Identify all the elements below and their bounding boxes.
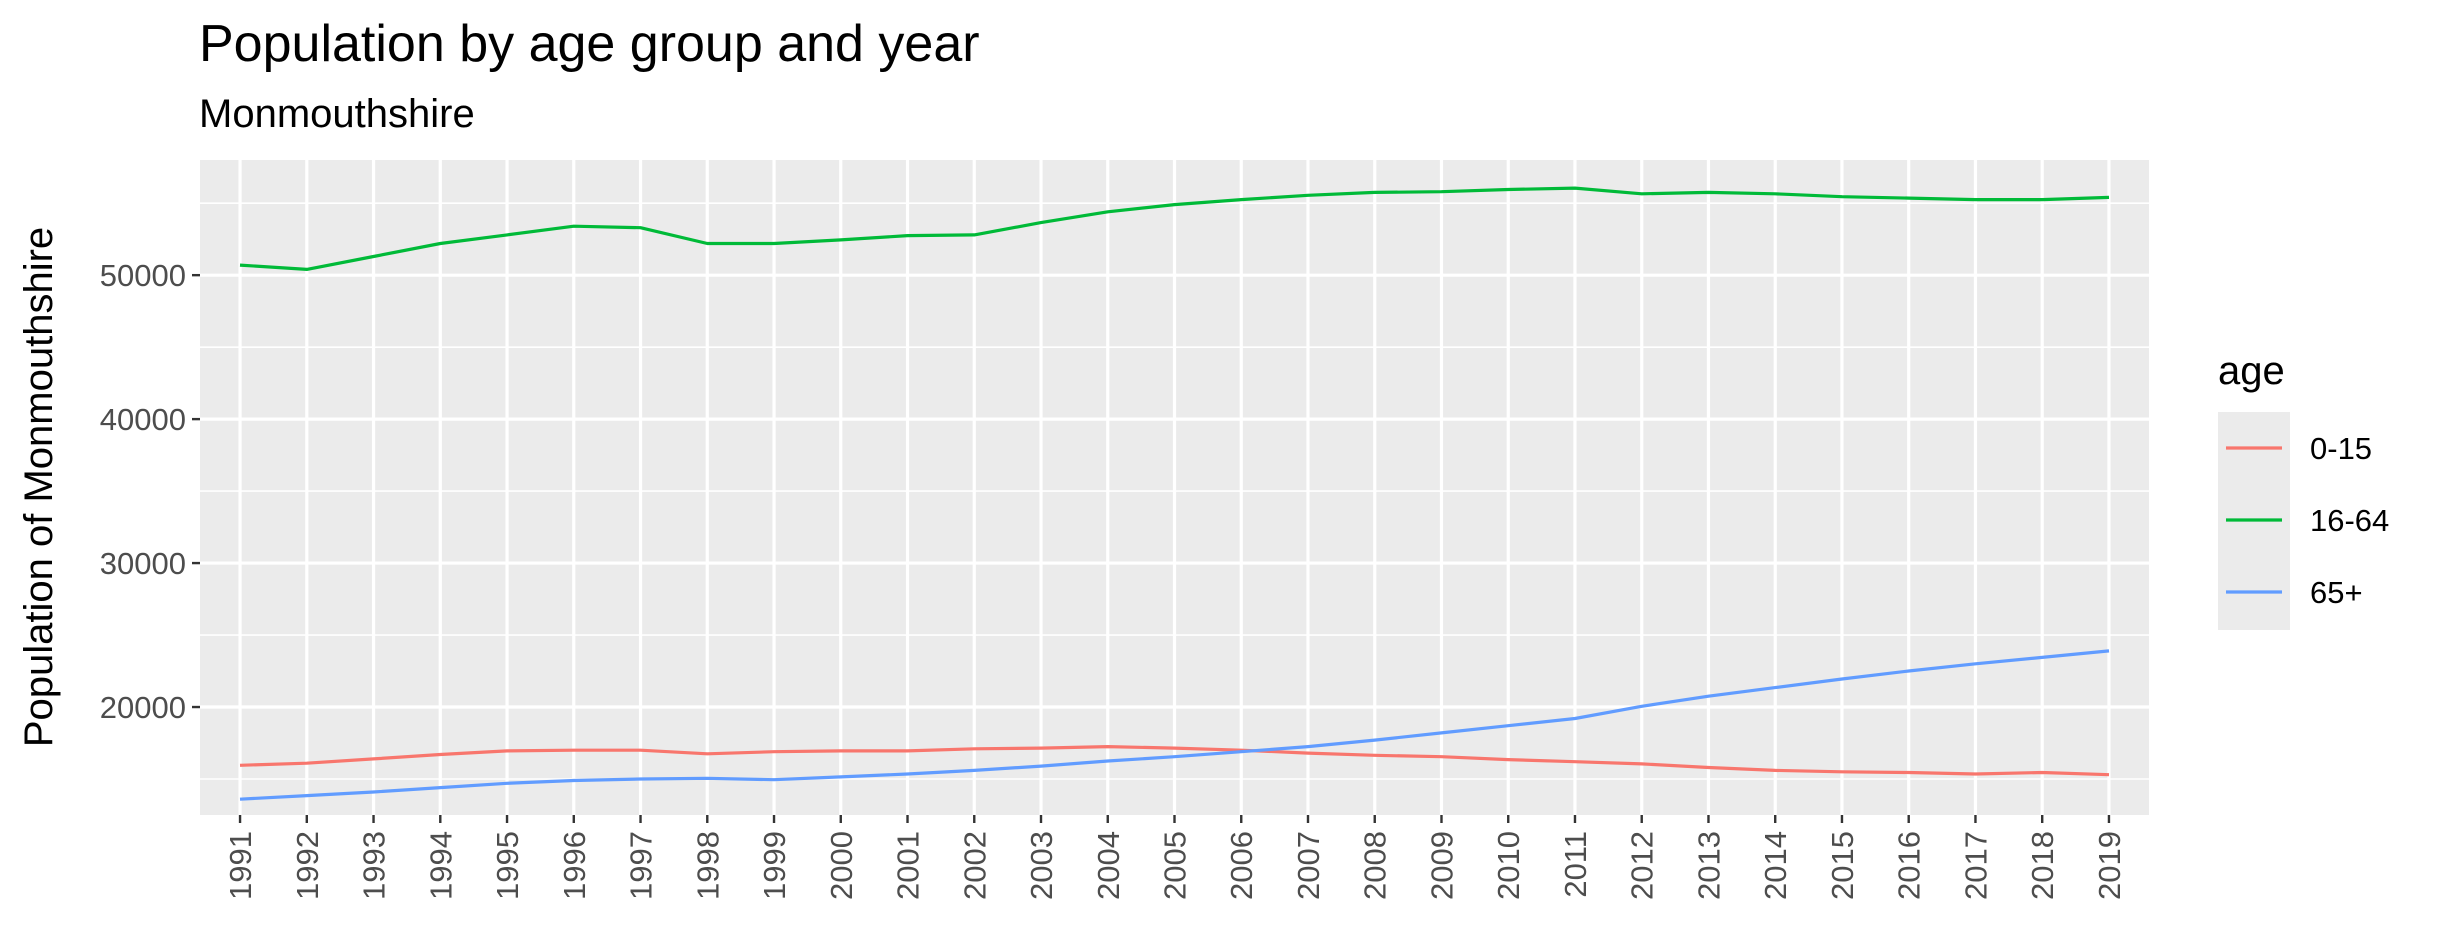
legend-label: 0-15 — [2310, 431, 2372, 466]
y-tick-label: 40000 — [100, 402, 186, 437]
x-tick-label: 2005 — [1158, 831, 1193, 900]
x-tick-label: 1995 — [490, 831, 525, 900]
x-tick-label: 1993 — [357, 831, 392, 900]
x-tick-label: 2004 — [1091, 831, 1126, 900]
chart-title: Population by age group and year — [199, 15, 980, 73]
chart-subtitle: Monmouthshire — [199, 92, 475, 136]
major-gridlines — [200, 160, 2149, 815]
y-axis: 20000 30000 40000 50000 — [100, 258, 200, 725]
y-axis-title: Population of Monmouthshire — [17, 227, 61, 747]
x-tick-label: 1994 — [423, 831, 458, 900]
legend: age 0-15 16-64 65+ — [2218, 349, 2389, 630]
x-tick-label: 2001 — [891, 831, 926, 900]
series-line-0-15 — [239, 744, 2110, 777]
x-tick-label: 1997 — [624, 831, 659, 900]
series-lines — [239, 186, 2110, 801]
x-tick-label: 2016 — [1892, 831, 1927, 900]
x-tick-label: 2000 — [824, 831, 859, 900]
legend-title: age — [2218, 349, 2285, 393]
x-tick-label: 2003 — [1024, 831, 1059, 900]
series-line-16-64 — [239, 186, 2110, 271]
x-tick-label: 2006 — [1224, 831, 1259, 900]
x-tick-label: 1999 — [757, 831, 792, 900]
x-tick-label: 2014 — [1758, 831, 1793, 900]
x-tick-label: 2012 — [1625, 831, 1660, 900]
y-tick-label: 20000 — [100, 690, 186, 725]
x-tick-label: 2018 — [2025, 831, 2060, 900]
x-axis: 1991 1992 1993 1994 1995 1996 1997 1998 1999 2000… — [223, 815, 2127, 900]
legend-label: 16-64 — [2310, 503, 2389, 538]
x-tick-label: 2013 — [1691, 831, 1726, 900]
x-tick-label: 2007 — [1291, 831, 1326, 900]
y-tick-label: 50000 — [100, 258, 186, 293]
y-tick-label: 30000 — [100, 546, 186, 581]
x-tick-label: 2011 — [1558, 831, 1593, 898]
x-tick-label: 1992 — [290, 831, 325, 900]
x-tick-label: 2015 — [1825, 831, 1860, 900]
series-line-65+ — [239, 649, 2110, 801]
x-tick-label: 2017 — [1958, 831, 1993, 900]
x-tick-label: 2008 — [1358, 831, 1393, 900]
x-tick-label: 2009 — [1424, 831, 1459, 900]
x-tick-label: 1996 — [557, 831, 592, 900]
x-tick-label: 2002 — [957, 831, 992, 900]
x-tick-label: 1998 — [690, 831, 725, 900]
x-tick-label: 2019 — [2092, 831, 2127, 900]
x-tick-label: 1991 — [223, 831, 258, 900]
legend-label: 65+ — [2310, 575, 2363, 610]
x-tick-label: 2010 — [1491, 831, 1526, 900]
